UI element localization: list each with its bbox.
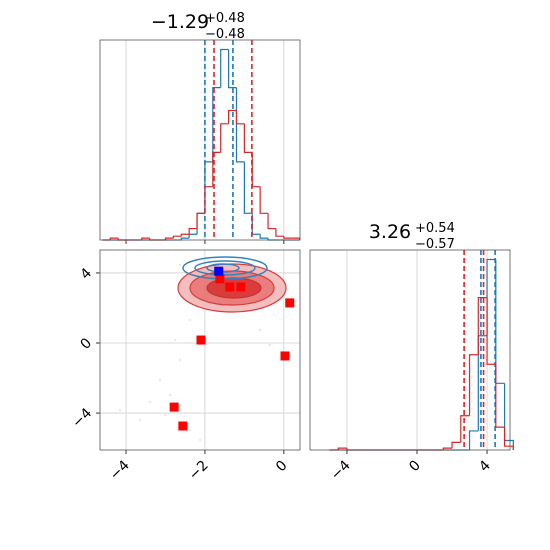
histogram-step xyxy=(451,441,461,449)
histogram-step xyxy=(109,237,119,240)
title-value: −1.29 xyxy=(151,11,209,33)
point xyxy=(214,266,224,276)
contour xyxy=(182,256,268,280)
point xyxy=(285,298,295,308)
histogram-step xyxy=(442,447,453,450)
histogram-step xyxy=(283,236,292,239)
histogram-step xyxy=(468,354,479,416)
histogram-step xyxy=(212,87,221,162)
histogram-step xyxy=(204,186,213,214)
title-minus: −0.48 xyxy=(205,27,245,42)
histogram-step xyxy=(259,186,269,214)
title-minus: −0.57 xyxy=(415,237,455,252)
histogram-step xyxy=(460,415,470,443)
axes-frame xyxy=(99,39,301,241)
histogram-step xyxy=(220,123,229,153)
panel-title: −1.29 xyxy=(151,11,209,33)
panel-title: 3.26 xyxy=(369,221,411,243)
histogram-step xyxy=(243,123,253,153)
histogram-step xyxy=(180,233,190,237)
histogram-step xyxy=(503,427,514,450)
histogram-step xyxy=(228,109,237,124)
point xyxy=(169,402,179,412)
histogram-step xyxy=(141,237,150,240)
histogram-step xyxy=(235,110,245,125)
title-plus: +0.54 xyxy=(415,221,455,236)
histogram-step xyxy=(188,233,198,239)
histogram-step xyxy=(220,48,229,88)
point xyxy=(225,282,235,292)
histogram-step xyxy=(486,297,496,365)
histogram-step xyxy=(477,297,488,355)
point xyxy=(280,351,290,361)
contour xyxy=(194,260,256,276)
histogram-step xyxy=(188,227,198,235)
histogram-step xyxy=(468,430,479,450)
histogram-step xyxy=(495,364,505,428)
histogram-step xyxy=(337,447,347,450)
point xyxy=(236,282,246,292)
histogram-step xyxy=(503,383,514,450)
histogram-step xyxy=(267,213,276,230)
histogram-step xyxy=(212,151,221,187)
histogram-step xyxy=(275,228,284,237)
histogram-step xyxy=(172,235,182,239)
histogram-step xyxy=(196,212,205,229)
point xyxy=(178,421,188,431)
point xyxy=(196,335,206,345)
histogram-step xyxy=(164,237,174,240)
title-value: 3.26 xyxy=(369,221,411,243)
sample-dots xyxy=(118,263,272,442)
axes-frame xyxy=(309,249,511,451)
histogram-step xyxy=(259,234,269,239)
histogram-step xyxy=(180,237,190,240)
title-plus: +0.48 xyxy=(205,11,245,26)
histogram-step xyxy=(228,49,237,89)
axes-frame xyxy=(99,249,301,451)
point xyxy=(215,274,225,284)
histogram-step xyxy=(243,161,253,214)
